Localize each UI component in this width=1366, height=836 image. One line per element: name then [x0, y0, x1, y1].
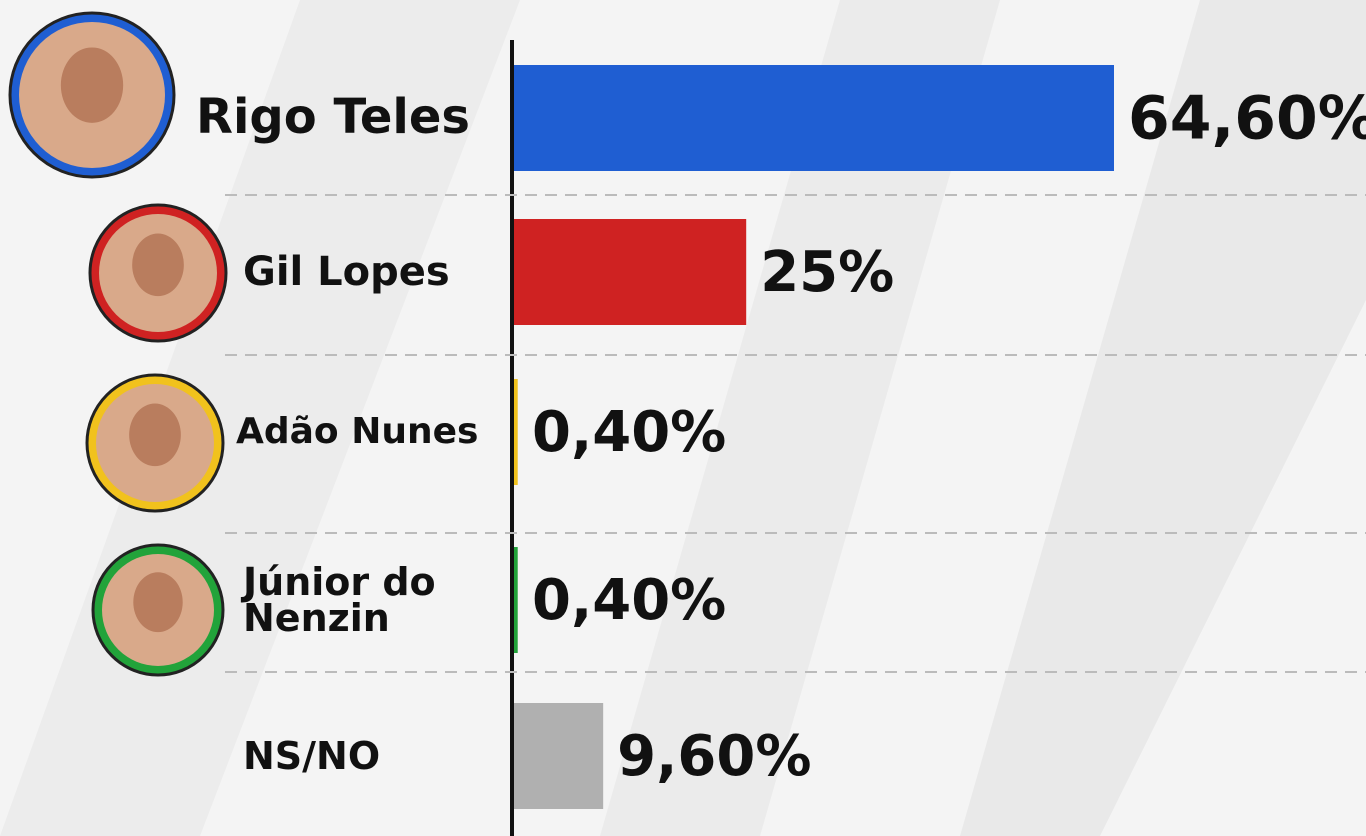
category-label: Júnior do Nenzin: [243, 559, 436, 640]
avatar-face: [133, 572, 183, 633]
bar: [514, 379, 518, 485]
value-label: 9,60%: [617, 724, 811, 789]
category-label: Adão Nunes: [236, 410, 479, 452]
value-label: 0,40%: [532, 400, 726, 465]
avatar-face: [132, 233, 184, 297]
bar: [514, 219, 747, 325]
value-label: 25%: [760, 240, 894, 305]
value-label: 64,60%: [1128, 84, 1366, 154]
bar: [514, 703, 604, 809]
category-label: Gil Lopes: [243, 249, 450, 295]
category-label: Rigo Teles: [196, 89, 470, 146]
category-label: NS/NO: [243, 733, 381, 778]
value-label: 0,40%: [532, 568, 726, 633]
avatar-face: [129, 403, 181, 467]
avatar-face: [60, 47, 124, 123]
bar: [514, 547, 518, 653]
bar: [514, 65, 1114, 171]
